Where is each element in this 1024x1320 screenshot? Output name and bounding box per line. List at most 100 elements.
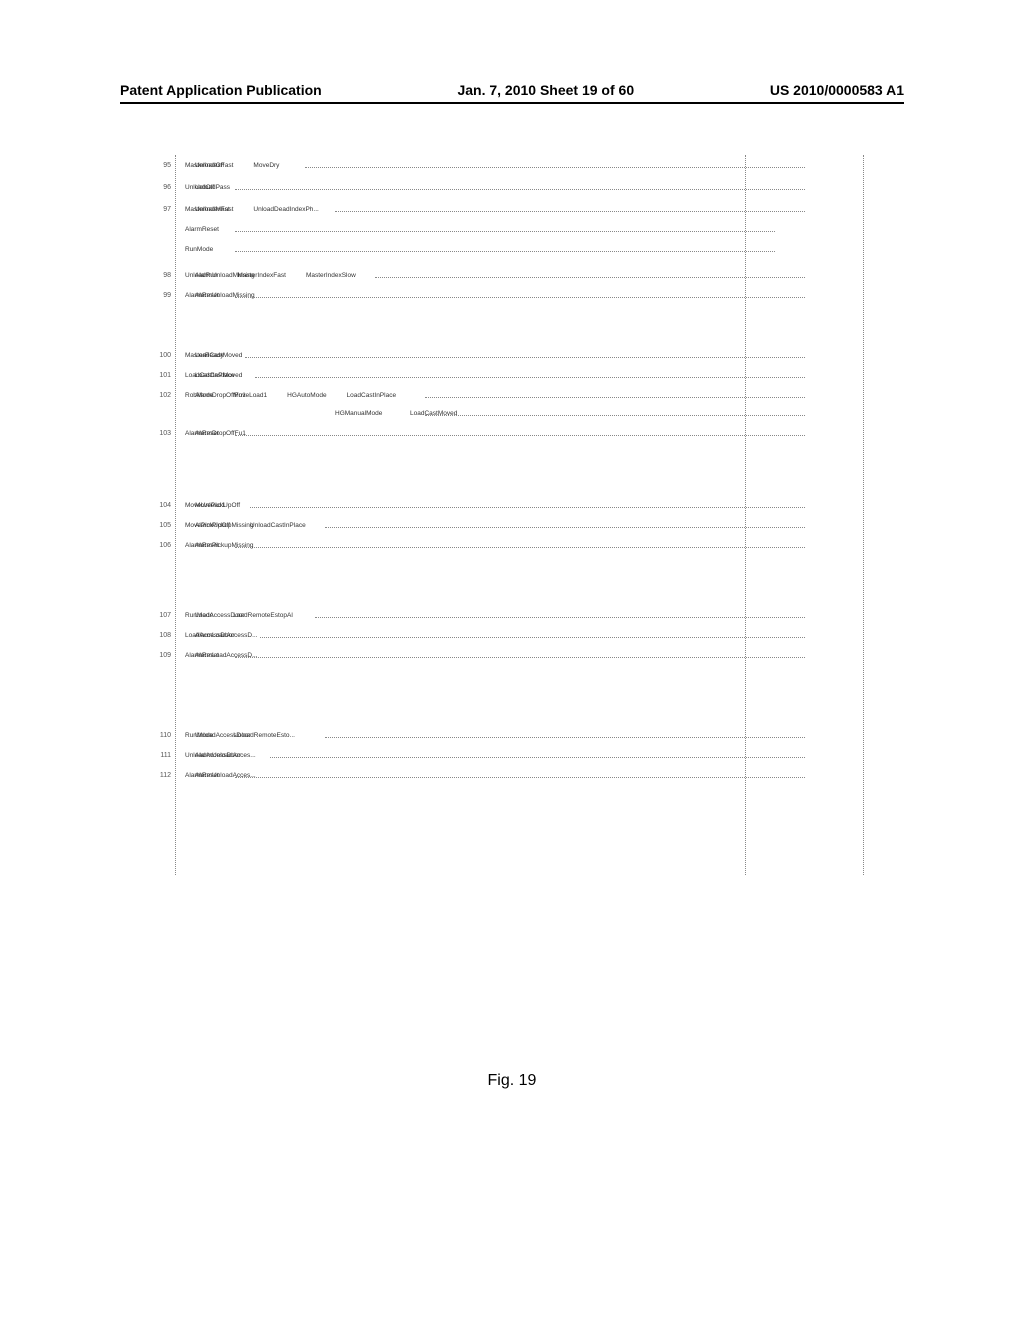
- rung-wire: [260, 637, 805, 638]
- rung-number: 110: [157, 732, 171, 739]
- branch-wire: [425, 415, 805, 416]
- rung-wire: [250, 507, 805, 508]
- ladder-rung: 112AlarmResetAlarmUnloadAcces...: [175, 765, 829, 785]
- coil-label: AlarmPickupMissing: [195, 542, 254, 549]
- rung-wire: [375, 277, 805, 278]
- contact-label: AlarmReset: [185, 226, 240, 233]
- contact-label: [260, 410, 315, 417]
- rung-number: 112: [157, 772, 171, 779]
- ladder-rung: 106AlarmResetAlarmPickupMissing: [175, 535, 829, 555]
- ladder-rung: 98UnloadRunMasterIndexFastMasterIndexSlo…: [175, 265, 829, 285]
- rung-wire: [315, 617, 805, 618]
- ladder-diagram: 95MasterIndexFastMoveDryUnloadOff96Unloa…: [175, 155, 829, 885]
- ladder-rung: 99AlarmResetAlarmUnloadMissing: [175, 285, 829, 305]
- rung-number: 101: [157, 372, 171, 379]
- rung-wire: [255, 377, 805, 378]
- rung-number: 108: [157, 632, 171, 639]
- coil-label: AlarmUnloadAcces...: [195, 772, 256, 779]
- coil-label: LoadCastMoved: [195, 372, 242, 379]
- rung-wire: [235, 547, 805, 548]
- ladder-rung: 105MovePickUpOffUnloadCastInPlaceAlarmPi…: [175, 515, 829, 535]
- rung-number: 104: [157, 502, 171, 509]
- page-header: Patent Application Publication Jan. 7, 2…: [120, 82, 904, 98]
- rung-number: 99: [157, 292, 171, 299]
- contact-label: LoadCastInPlace: [347, 392, 397, 399]
- ladder-rung: 100MasterReadyLoadCastMoved: [175, 345, 829, 365]
- ladder-branch: AlarmReset: [175, 219, 829, 239]
- figure-caption: Fig. 19: [0, 1072, 1024, 1090]
- ladder-rung: 109AlarmResetAlarmLoadAccessD...: [175, 645, 829, 665]
- rung-wire: [235, 435, 805, 436]
- contact-label: UnloadDeadIndexPh...: [253, 206, 318, 213]
- coil-label: AlarmLoadAccessD...: [195, 652, 258, 659]
- coil-label: AlarmUnloadAcces...: [195, 752, 256, 759]
- rung-number: 106: [157, 542, 171, 549]
- rung-wire: [325, 527, 805, 528]
- contact-label: HGAutoMode: [287, 392, 326, 399]
- coil-label: AlarmDropOffFu1: [195, 430, 246, 437]
- coil-label: UnloadAccessDoor: [195, 732, 251, 739]
- branch-contacts: RunMode: [185, 246, 240, 253]
- rung-number: 111: [157, 752, 171, 759]
- ladder-rung: 103AlarmResetAlarmDropOffFu1: [175, 423, 829, 443]
- coil-label: AlarmUnloadMissing: [195, 292, 255, 299]
- ladder-rung: 107RunModeLoadRemoteEstopAlLoadAccessDoo…: [175, 605, 829, 625]
- ladder-rung: 97MasterIndexFastUnloadDeadIndexPh...Unl…: [175, 199, 829, 219]
- coil-label: UnloadPass: [195, 184, 230, 191]
- rung-number: 100: [157, 352, 171, 359]
- rung-wire: [235, 777, 805, 778]
- rung-wire: [335, 211, 805, 212]
- ladder-rung: 111UnloadAccessDoorAlarmUnloadAcces...: [175, 745, 829, 765]
- rung-number: 98: [157, 272, 171, 279]
- coil-label: UnloadMast: [195, 206, 230, 213]
- contact-label: MoveDry: [253, 162, 279, 169]
- contact-label: [185, 410, 240, 417]
- ladder-rung: 102RobModeMoveLoad1HGAutoModeLoadCastInP…: [175, 385, 829, 405]
- coil-label: AlarmPickupMissing: [195, 522, 254, 529]
- header-divider: [120, 102, 904, 104]
- mid-rail: [745, 155, 746, 875]
- branch-wire: [235, 231, 775, 232]
- coil-label: UnloadOff: [195, 162, 224, 169]
- ladder-rung: 110RunModeUnloadRemoteEsto...UnloadAcces…: [175, 725, 829, 745]
- coil-label: AlarmLoadAccessD...: [195, 632, 258, 639]
- coil-label: AlarmUnloadMissing: [195, 272, 255, 279]
- rung-wire: [245, 357, 805, 358]
- left-rail: [175, 155, 176, 875]
- coil-label: AlarmDropOffFu1: [195, 392, 246, 399]
- rung-number: 95: [157, 162, 171, 169]
- branch-contacts: AlarmReset: [185, 226, 240, 233]
- rung-number: 105: [157, 522, 171, 529]
- rung-wire: [270, 757, 805, 758]
- rung-wire: [235, 297, 805, 298]
- rung-wire: [425, 397, 805, 398]
- rung-wire: [325, 737, 805, 738]
- branch-contacts: HGManualModeLoadCastMoved: [185, 410, 465, 417]
- ladder-branch: HGManualModeLoadCastMoved: [175, 403, 829, 423]
- rung-wire: [305, 167, 805, 168]
- ladder-rung: 108LoadAccessDoorAlarmLoadAccessD...: [175, 625, 829, 645]
- contact-label: MasterIndexSlow: [306, 272, 356, 279]
- rung-number: 109: [157, 652, 171, 659]
- rung-number: 96: [157, 184, 171, 191]
- ladder-rung: 95MasterIndexFastMoveDryUnloadOff: [175, 155, 829, 175]
- ladder-rung: 104MoveUnload1MovePickUpOff: [175, 495, 829, 515]
- branch-wire: [235, 251, 775, 252]
- ladder-rung: 101LoadCastInPlaceLoadCastMoved: [175, 365, 829, 385]
- rung-number: 103: [157, 430, 171, 437]
- rung-wire: [235, 657, 805, 658]
- coil-label: MovePickUpOff: [195, 502, 240, 509]
- contact-label: UnloadCastInPlace: [250, 522, 306, 529]
- coil-label: LoadAccessDoor: [195, 612, 245, 619]
- header-center: Jan. 7, 2010 Sheet 19 of 60: [457, 82, 634, 98]
- header-left: Patent Application Publication: [120, 82, 322, 98]
- header-right: US 2010/0000583 A1: [770, 82, 904, 98]
- rung-number: 107: [157, 612, 171, 619]
- coil-label: LoadCastMoved: [195, 352, 242, 359]
- ladder-branch: RunMode: [175, 239, 829, 259]
- rung-number: 97: [157, 206, 171, 213]
- right-rail: [863, 155, 864, 875]
- rung-wire: [235, 189, 805, 190]
- rung-number: 102: [157, 392, 171, 399]
- ladder-rung: 96UnloadOffUnloadPass: [175, 177, 829, 197]
